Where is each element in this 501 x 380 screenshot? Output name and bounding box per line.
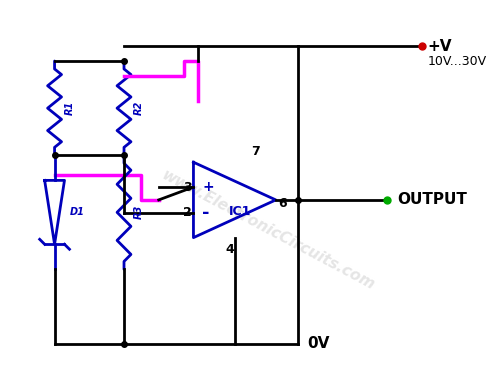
Text: IC1: IC1 — [228, 205, 251, 218]
Text: www.ElectronicCircuits.com: www.ElectronicCircuits.com — [159, 167, 377, 293]
Text: OUTPUT: OUTPUT — [397, 192, 467, 207]
Text: D1: D1 — [70, 207, 84, 217]
Text: R1: R1 — [65, 101, 75, 115]
Text: -: - — [202, 204, 210, 222]
Text: 6: 6 — [278, 197, 287, 211]
Text: 2: 2 — [183, 206, 191, 219]
Text: +V: +V — [427, 39, 452, 54]
Text: 0V: 0V — [308, 336, 330, 351]
Text: R2: R2 — [134, 101, 144, 115]
Text: 10V...30V: 10V...30V — [427, 55, 486, 68]
Text: R3: R3 — [134, 205, 144, 219]
Text: 4: 4 — [225, 242, 234, 256]
Text: +: + — [202, 180, 214, 194]
Text: 3: 3 — [183, 180, 191, 193]
Text: 7: 7 — [251, 145, 260, 158]
